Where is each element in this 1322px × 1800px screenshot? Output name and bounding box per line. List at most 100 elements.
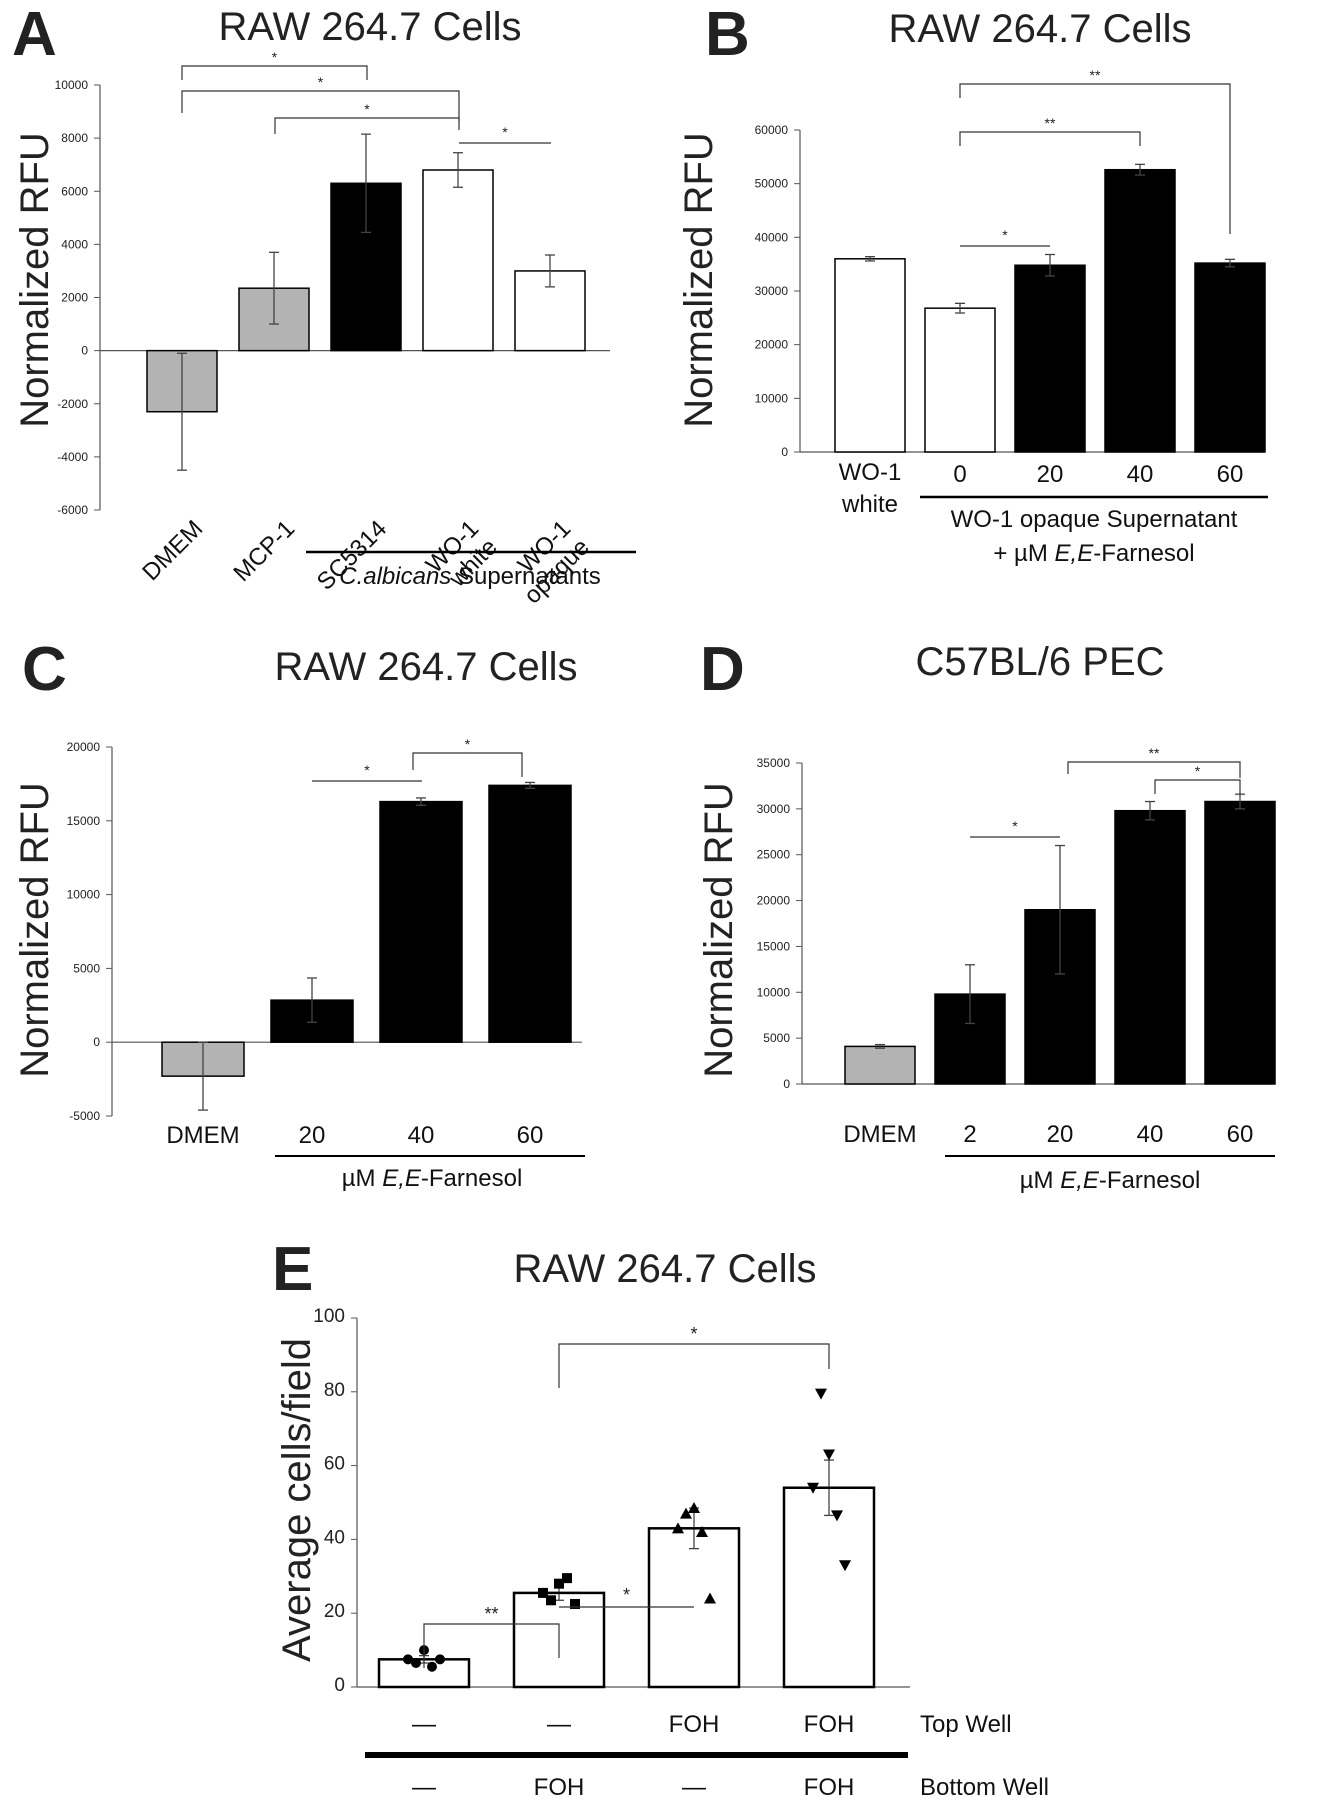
panel-e-sig-3-label: * [690, 1324, 697, 1344]
panel-a-sig-1-label: * [272, 49, 278, 65]
panel-a-y-tick-label: 2000 [61, 291, 88, 305]
panel-b-y-tick-label: 10000 [755, 391, 789, 405]
panel-d-y-tick-label: 5000 [763, 1031, 790, 1045]
panel-b-group-label-1: WO-1 opaque Supernatant [951, 506, 1238, 533]
panel-d-category-label: 40 [1137, 1121, 1164, 1148]
panel-a-sig-3-bracket [274, 117, 460, 134]
panel-b-y-tick-label: 30000 [755, 284, 789, 298]
panel-a-y-tick-label: 6000 [61, 184, 88, 198]
panel-a-bar [422, 169, 494, 352]
panel-a-title: RAW 264.7 Cells [218, 5, 521, 49]
panel-e-top-well-value: FOH [804, 1711, 855, 1738]
panel-b-sig-1-label: * [1002, 227, 1008, 243]
panel-e-sig-3-bracket [558, 1343, 830, 1388]
panel-b-y-axis-label: Normalized RFU [677, 132, 721, 428]
panel-b-y-tick-label: 20000 [755, 338, 789, 352]
panel-e-bottom-well-value: — [412, 1774, 436, 1800]
panel-e-y-tick-label: 20 [324, 1601, 345, 1622]
panel-e-data-point [554, 1578, 564, 1589]
panel-e-bottom-well-value: FOH [534, 1774, 585, 1800]
panel-b-y-tick-label: 60000 [755, 123, 789, 137]
panel-e-bottom-well-label: Bottom Well [920, 1774, 1049, 1800]
panel-e-data-point [696, 1526, 708, 1538]
panel-d-bar [844, 1045, 916, 1085]
panel-b-sig-3-bracket [959, 83, 1231, 234]
panel-a-y-tick-label: 4000 [61, 237, 88, 251]
panel-e-data-point [546, 1595, 556, 1606]
panel-e-data-point [815, 1388, 827, 1400]
panel-d-title: C57BL/6 PEC [915, 640, 1164, 684]
panel-e-data-point [704, 1592, 716, 1604]
panel-a-y-tick-label: -6000 [57, 503, 88, 517]
panel-b-category-label: 20 [1037, 461, 1064, 488]
panel-e-top-well-value: FOH [669, 1711, 720, 1738]
panel-a-y-tick-label: -4000 [57, 450, 88, 464]
panel-b-sig-2-label: ** [1045, 115, 1056, 131]
panel-e-data-point [823, 1449, 835, 1461]
panel-a-sig-3-label: * [364, 101, 370, 117]
panel-c-y-tick-label: -5000 [69, 1109, 100, 1123]
panel-d-bar [1204, 800, 1276, 1085]
panel-c-y-tick-label: 5000 [73, 961, 100, 975]
panel-d-category-label: DMEM [843, 1121, 916, 1148]
panel-a-sig-4-label: * [502, 124, 508, 140]
panel-c-group-label: µM E,E-Farnesol [342, 1165, 523, 1192]
panel-e-top-well-value: — [547, 1711, 571, 1738]
panel-c-y-tick-label: 20000 [67, 740, 101, 754]
panel-e-y-tick-label: 80 [324, 1380, 345, 1401]
panel-b-bar [1104, 168, 1176, 453]
panel-b-letter: B [705, 0, 750, 69]
panel-b-title: RAW 264.7 Cells [888, 7, 1191, 51]
panel-d-y-tick-label: 20000 [757, 894, 791, 908]
panel-e-data-point [562, 1573, 572, 1584]
panel-c-y-axis-label: Normalized RFU [13, 782, 57, 1078]
panel-e-data-point [831, 1510, 843, 1522]
panel-c-y-tick-label: 0 [93, 1035, 100, 1049]
panel-e-data-point [411, 1658, 421, 1669]
panel-d-y-tick-label: 30000 [757, 802, 791, 816]
panel-a-y-axis-label: Normalized RFU [13, 132, 57, 428]
panel-c-category-label: DMEM [166, 1122, 239, 1149]
panel-c-category-label: 40 [408, 1122, 435, 1149]
panel-c-category-label: 60 [517, 1122, 544, 1149]
panel-b-category-label: 0 [953, 461, 966, 488]
panel-d-sig-3-label: * [1195, 763, 1201, 779]
panel-b-y-tick-label: 40000 [755, 230, 789, 244]
panel-b-category-label: WO-1 [839, 459, 902, 486]
panel-e-bar [647, 1527, 741, 1689]
panel-e-sig-2-label: * [623, 1585, 630, 1605]
panel-a-sig-2-label: * [318, 74, 324, 90]
panel-c-y-tick-label: 10000 [67, 888, 101, 902]
panel-e-bar [782, 1486, 876, 1689]
panel-d-y-tick-label: 0 [783, 1077, 790, 1091]
panel-e-bottom-well-value: — [682, 1774, 706, 1800]
panel-e-data-point [688, 1502, 700, 1514]
panel-c-sig-1-label: * [364, 762, 370, 778]
panel-b-y-tick-label: 50000 [755, 177, 789, 191]
panel-e-data-point [839, 1560, 851, 1572]
panel-d-category-label: 60 [1227, 1121, 1254, 1148]
panel-e-data-point [570, 1598, 580, 1609]
panel-a-category-label-group: DMEM [137, 515, 208, 586]
panel-c-category-label: 20 [299, 1122, 326, 1149]
panel-b-sig-3-label: ** [1090, 67, 1101, 83]
panel-a-category-label: MCP-1 [228, 515, 300, 587]
panel-d-category-label: 20 [1047, 1121, 1074, 1148]
panel-c-title: RAW 264.7 Cells [274, 645, 577, 689]
panel-a-y-tick-label: -2000 [57, 397, 88, 411]
panel-b-bar [924, 307, 996, 453]
panel-d-category-label: 2 [963, 1121, 976, 1148]
panel-c-bar [379, 800, 463, 1043]
panel-d-sig-1-label: * [1012, 818, 1018, 834]
panel-d-sig-2-label: ** [1149, 745, 1160, 761]
panel-d-y-tick-label: 35000 [757, 756, 791, 770]
panel-e-bottom-well-value: FOH [804, 1774, 855, 1800]
panel-e-top-well-label: Top Well [920, 1711, 1012, 1738]
panel-d-group-label: µM E,E-Farnesol [1020, 1167, 1201, 1194]
panel-c-sig-2-bracket [412, 752, 523, 777]
panel-e-y-tick-label: 100 [313, 1306, 345, 1327]
panel-e-title: RAW 264.7 Cells [513, 1247, 816, 1291]
panel-b-bar [1194, 262, 1266, 453]
panel-c-bar [488, 784, 572, 1043]
